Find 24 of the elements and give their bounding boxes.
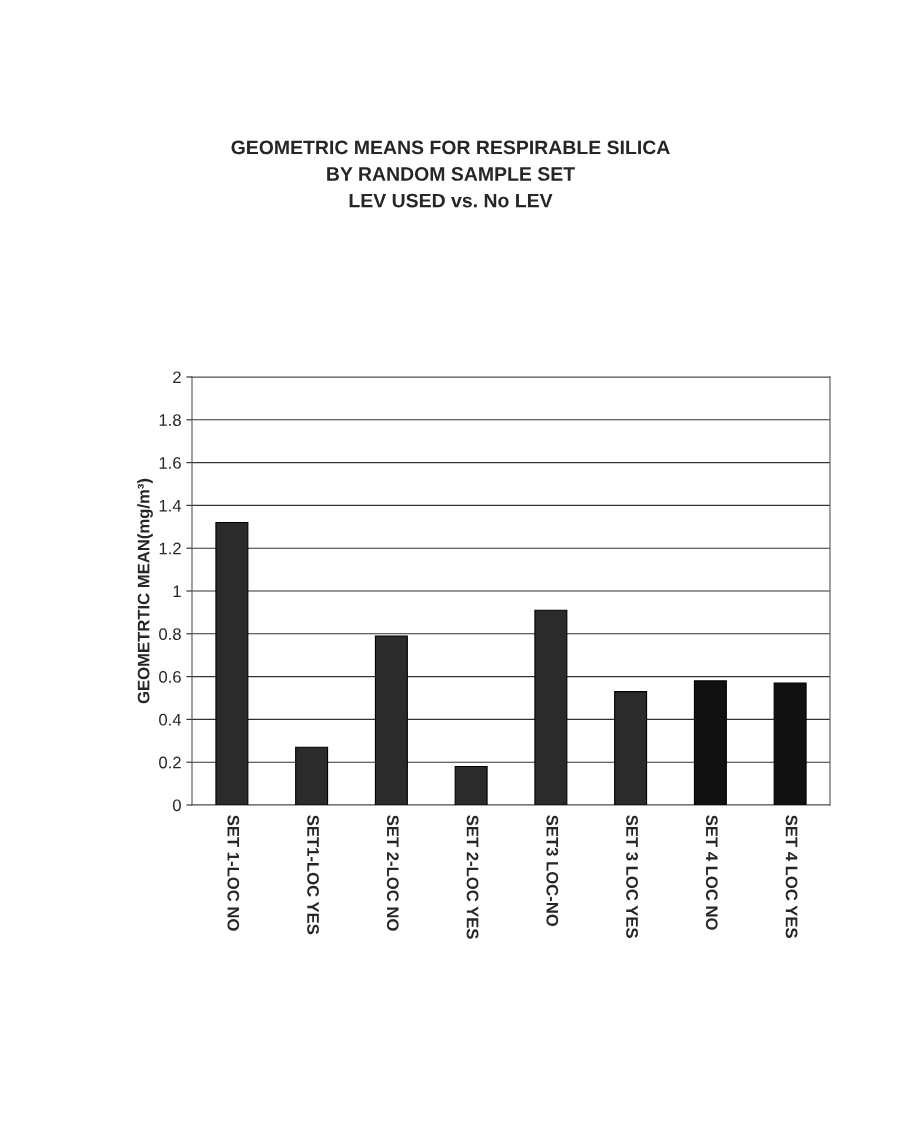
x-tick-label: SET 4 LOC YES bbox=[785, 815, 798, 938]
y-tick-label: 1.4 bbox=[159, 499, 182, 512]
y-tick-label: 0.4 bbox=[159, 713, 182, 726]
x-tick-label: SET 1-LOC NO bbox=[227, 815, 240, 931]
y-axis-title: GEOMETRTIC MEAN(mg/m³) bbox=[137, 478, 153, 704]
chart-title: GEOMETRIC MEANS FOR RESPIRABLE SILICA BY RANDOM SAMPLE SET LEV USED vs. No LEV bbox=[231, 140, 670, 208]
x-tick-label: SET 2-LOC NO bbox=[386, 815, 399, 931]
y-tick-label: 1 bbox=[173, 585, 181, 598]
y-tick-label: 0.8 bbox=[159, 628, 181, 640]
y-tick-label: 1.2 bbox=[159, 542, 181, 555]
y-tick-label: 0 bbox=[172, 799, 181, 812]
y-tick-label: 0.2 bbox=[159, 756, 181, 769]
bar bbox=[454, 765, 488, 805]
y-tick-label: 2 bbox=[173, 371, 181, 384]
y-tick-label: 0.6 bbox=[159, 671, 181, 683]
x-tick-label: SET 3 LOC YES bbox=[626, 815, 638, 938]
x-tick-label: SET 2-LOC YES bbox=[466, 815, 479, 939]
y-tick-label: 1.8 bbox=[159, 414, 181, 426]
bar bbox=[773, 682, 807, 805]
x-tick-label: SET3 LOC-NO bbox=[546, 815, 559, 927]
x-tick-label: SET1-LOC YES bbox=[307, 815, 319, 935]
bar bbox=[693, 680, 727, 805]
x-tick-label: SET 4 LOC NO bbox=[705, 815, 718, 930]
y-tick-label: 1.6 bbox=[159, 457, 181, 469]
